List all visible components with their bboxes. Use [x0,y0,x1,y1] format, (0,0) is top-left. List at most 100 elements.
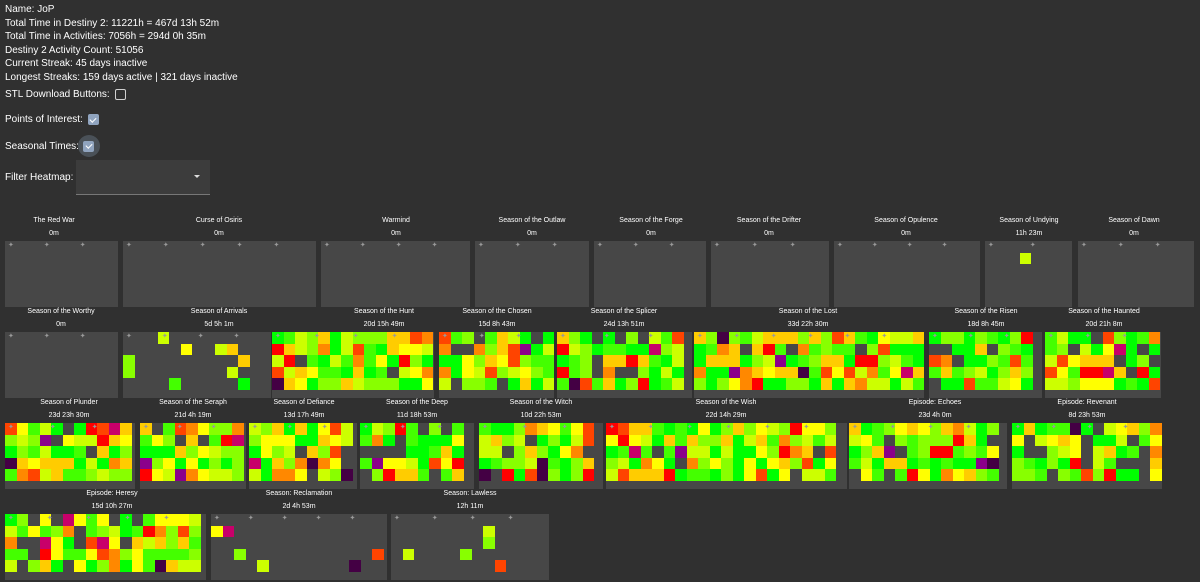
poi-marker-icon[interactable]: ✦ [881,333,888,340]
poi-marker-icon[interactable]: ✦ [967,333,974,340]
poi-marker-icon[interactable]: ✦ [8,333,14,340]
season-heatmap[interactable]: ✦ ✦ ✦ [5,332,118,398]
poi-marker-icon[interactable]: ✦ [906,242,913,249]
poi-marker-icon[interactable]: ✦ [395,242,402,249]
poi-marker-icon[interactable]: ✦ [844,333,851,340]
poi-marker-icon[interactable]: ✦ [837,242,843,249]
poi-marker-icon[interactable]: ✦ [803,424,810,431]
season-heatmap[interactable]: ✦ ✦ ✦ [140,423,246,489]
poi-marker-icon[interactable]: ✦ [91,424,98,431]
poi-marker-icon[interactable]: ✦ [668,242,675,249]
poi-marker-icon[interactable]: ✦ [391,333,398,340]
poi-marker-icon[interactable]: ✦ [1122,424,1129,431]
poi-marker-icon[interactable]: ✦ [176,424,183,431]
poi-marker-icon[interactable]: ✦ [273,242,280,249]
poi-marker-icon[interactable]: ✦ [275,333,281,340]
poi-marker-icon[interactable]: ✦ [199,242,206,249]
poi-marker-icon[interactable]: ✦ [1048,333,1054,340]
poi-marker-icon[interactable]: ✦ [43,333,50,340]
poi-marker-icon[interactable]: ✦ [281,515,288,522]
stl-checkbox[interactable] [114,89,126,100]
poi-marker-icon[interactable]: ✦ [686,424,693,431]
poi-marker-icon[interactable]: ✦ [359,242,366,249]
poi-marker-icon[interactable]: ✦ [210,424,217,431]
poi-marker-icon[interactable]: ✦ [431,242,438,249]
poi-marker-icon[interactable]: ✦ [8,424,14,431]
poi-marker-icon[interactable]: ✦ [163,515,170,522]
poi-marker-icon[interactable]: ✦ [79,333,86,340]
poi-marker-icon[interactable]: ✦ [1015,424,1021,431]
season-heatmap[interactable]: ✦ ✦ ✦ [1078,241,1194,307]
poi-marker-icon[interactable]: ✦ [647,333,654,340]
poi-marker-icon[interactable]: ✦ [126,333,132,340]
poi-marker-icon[interactable]: ✦ [597,242,603,249]
poi-marker-icon[interactable]: ✦ [1121,333,1128,340]
season-heatmap[interactable]: ✦ ✦ ✦ [1045,332,1161,398]
poi-marker-icon[interactable]: ✦ [927,424,934,431]
poi-marker-icon[interactable]: ✦ [85,515,92,522]
season-heatmap[interactable]: ✦ ✦ ✦ ✦ ✦ [211,514,387,580]
season-heatmap[interactable]: ✦ ✦ ✦ ✦ [272,332,434,398]
poi-marker-icon[interactable]: ✦ [214,515,220,522]
poi-marker-icon[interactable]: ✦ [733,333,740,340]
poi-marker-icon[interactable]: ✦ [515,333,522,340]
poi-marker-icon[interactable]: ✦ [162,242,169,249]
poi-marker-icon[interactable]: ✦ [286,424,293,431]
poi-marker-icon[interactable]: ✦ [551,242,558,249]
poi-marker-icon[interactable]: ✦ [1029,242,1036,249]
poi-marker-icon[interactable]: ✦ [49,424,56,431]
season-heatmap[interactable]: ✦ ✦ ✦ ✦ [849,423,1007,489]
seasonal-checkbox[interactable] [83,140,95,152]
poi-marker-icon[interactable]: ✦ [714,242,720,249]
season-heatmap[interactable]: ✦ ✦ ✦ [249,423,357,489]
poi-marker-icon[interactable]: ✦ [603,333,610,340]
poi-marker-icon[interactable]: ✦ [871,242,878,249]
season-heatmap[interactable]: ✦ ✦ ✦ [594,241,706,307]
poi-marker-icon[interactable]: ✦ [247,515,254,522]
poi-marker-icon[interactable]: ✦ [161,333,168,340]
season-heatmap[interactable]: ✦ ✦ ✦ ✦ [123,332,271,398]
poi-marker-icon[interactable]: ✦ [560,333,566,340]
poi-marker-icon[interactable]: ✦ [79,242,86,249]
poi-marker-icon[interactable]: ✦ [478,333,485,340]
poi-marker-icon[interactable]: ✦ [507,515,514,522]
poi-marker-icon[interactable]: ✦ [124,515,131,522]
poi-marker-icon[interactable]: ✦ [43,242,50,249]
poi-marker-icon[interactable]: ✦ [941,242,948,249]
poi-marker-icon[interactable]: ✦ [561,424,568,431]
poi-marker-icon[interactable]: ✦ [521,424,528,431]
season-heatmap[interactable]: ✦ ✦ ✦ ✦ [391,514,549,580]
poi-marker-icon[interactable]: ✦ [789,242,796,249]
poi-marker-icon[interactable]: ✦ [442,333,448,340]
poi-marker-icon[interactable]: ✦ [852,424,858,431]
poi-marker-icon[interactable]: ✦ [1086,424,1093,431]
season-heatmap[interactable]: ✦ ✦ ✦ [475,241,589,307]
poi-marker-icon[interactable]: ✦ [514,242,521,249]
season-heatmap[interactable]: ✦ ✦ ✦ ✦ [1012,423,1162,489]
poi-marker-icon[interactable]: ✦ [313,333,320,340]
season-heatmap[interactable]: ✦ ✦ ✦ [360,423,474,489]
poi-marker-icon[interactable]: ✦ [469,515,476,522]
poi-marker-icon[interactable]: ✦ [889,424,896,431]
poi-marker-icon[interactable]: ✦ [321,424,328,431]
poi-marker-icon[interactable]: ✦ [770,333,777,340]
poi-marker-icon[interactable]: ✦ [1084,333,1091,340]
poi-marker-icon[interactable]: ✦ [436,424,443,431]
poi-marker-icon[interactable]: ✦ [725,424,732,431]
poi-marker-icon[interactable]: ✦ [252,424,258,431]
poi-marker-icon[interactable]: ✦ [751,242,758,249]
poi-marker-icon[interactable]: ✦ [431,515,438,522]
poi-marker-icon[interactable]: ✦ [1117,242,1124,249]
season-heatmap[interactable]: ✦ ✦ ✦ ✦ [321,241,470,307]
poi-marker-icon[interactable]: ✦ [1050,424,1057,431]
poi-marker-icon[interactable]: ✦ [478,242,484,249]
poi-marker-icon[interactable]: ✦ [1154,242,1161,249]
season-heatmap[interactable]: ✦ ✦ ✦ [5,423,135,489]
poi-marker-icon[interactable]: ✦ [8,242,14,249]
filter-select[interactable] [76,160,211,195]
poi-marker-icon[interactable]: ✦ [609,424,615,431]
poi-marker-icon[interactable]: ✦ [394,515,400,522]
season-heatmap[interactable]: ✦ ✦ ✦ [479,423,603,489]
season-heatmap[interactable]: ✦ ✦ ✦ ✦ ✦ [5,514,206,580]
poi-marker-icon[interactable]: ✦ [8,515,14,522]
